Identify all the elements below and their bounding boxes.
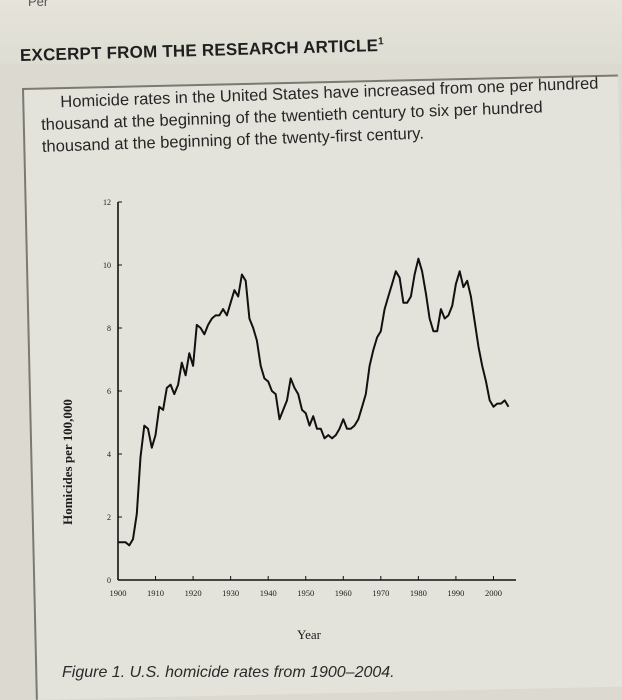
x-tick-label: 1950 <box>297 588 314 598</box>
page-top-area: Per <box>0 0 622 64</box>
x-tick-label: 1980 <box>410 588 427 598</box>
homicide-rate-line <box>118 257 510 547</box>
y-tick-label: 8 <box>107 324 111 333</box>
y-tick-label: 4 <box>107 450 111 459</box>
x-tick-label: 1970 <box>372 588 389 598</box>
x-tick-label: 1940 <box>260 588 277 598</box>
x-tick-label: 1900 <box>110 588 127 598</box>
x-axis-label: Year <box>297 627 322 642</box>
x-tick-label: 1920 <box>185 588 202 598</box>
x-tick-label: 1930 <box>222 588 239 598</box>
x-tick-label: 1960 <box>335 588 352 598</box>
x-tick-label: 1910 <box>147 588 164 598</box>
cut-off-text-fragment: Per <box>28 0 49 9</box>
y-tick-label: 12 <box>103 198 111 207</box>
y-tick-label: 10 <box>103 261 111 270</box>
x-tick-label: 1990 <box>447 588 464 598</box>
y-axis-label: Homicides per 100,000 <box>60 399 75 525</box>
homicide-rate-chart: 0 2 4 6 8 10 12 1900 1910 1920 1930 1940 1950 1960 197… <box>60 198 516 642</box>
x-tick-label: 2000 <box>485 588 502 598</box>
chart-ticks: 0 2 4 6 8 10 12 1900 1910 1920 1930 1940 1950 1960 197… <box>103 198 502 598</box>
y-tick-label: 2 <box>107 513 111 522</box>
y-tick-label: 0 <box>107 576 111 585</box>
figure-caption: Figure 1. U.S. homicide rates from 1900–… <box>62 664 395 681</box>
chart-series <box>118 257 510 547</box>
y-tick-label: 6 <box>107 387 111 396</box>
chart-axes <box>117 202 516 581</box>
heading-footnote-marker: 1 <box>377 36 384 48</box>
